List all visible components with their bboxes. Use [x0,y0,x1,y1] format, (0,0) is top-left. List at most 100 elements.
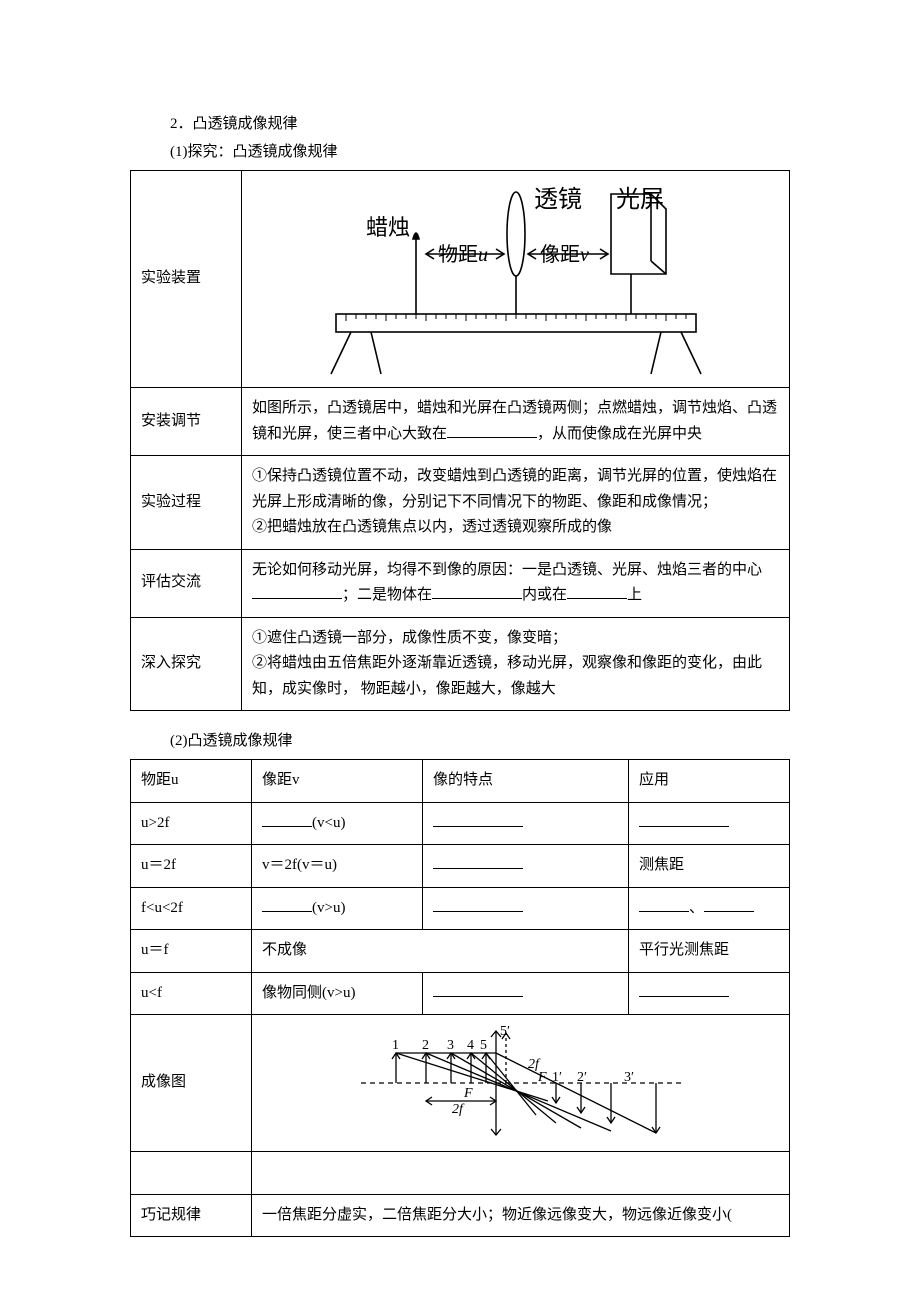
cell: (v>u) [252,887,423,930]
table-row: u>2f (v<u) [131,802,790,845]
svg-text:1′: 1′ [552,1070,562,1085]
screen-label: 光屏 [616,186,664,213]
fill-blank [262,811,312,827]
fill-blank [432,583,522,599]
table-row: u<f 像物同侧(v>u) [131,972,790,1015]
header-cell: 像距v [252,760,423,803]
table-row [131,1152,790,1195]
text: ①遮住凸透镜一部分，成像性质不变，像变暗； [252,630,567,646]
optical-bench-diagram: 蜡烛 透镜 光屏 物距u 像距v [296,179,736,379]
fill-blank [704,896,754,912]
cell [423,972,629,1015]
cell [131,1152,252,1195]
fill-blank [447,422,537,438]
fill-blank [433,981,523,997]
imaging-diagram: 1 2 3 4 5 5′ 2f F 1′ 2′ 3′ F 2f [356,1023,686,1143]
table-row: 巧记规律 一倍焦距分虚实，二倍焦距分大小；物近像远像变大，物远像近像变小( [131,1194,790,1237]
svg-text:1: 1 [392,1038,399,1053]
row-content: ①保持凸透镜位置不动，改变蜡烛到凸透镜的距离，调节光屏的位置，使烛焰在光屏上形成… [242,456,790,550]
fill-blank [252,583,342,599]
svg-text:5: 5 [480,1038,487,1053]
svg-text:F: F [537,1070,547,1085]
table-row: 深入探究 ①遮住凸透镜一部分，成像性质不变，像变暗； ②将蜡烛由五倍焦距外逐渐靠… [131,617,790,711]
cell: 、 [629,887,790,930]
text: ②把蜡烛放在凸透镜焦点以内，透过透镜观察所成的像 [252,519,612,535]
row-label: 实验过程 [131,456,242,550]
imaging-rules-table: 物距u 像距v 像的特点 应用 u>2f (v<u) u＝2f v＝2f(v＝u… [130,759,790,1237]
row-content: ①遮住凸透镜一部分，成像性质不变，像变暗； ②将蜡烛由五倍焦距外逐渐靠近透镜，移… [242,617,790,711]
cell [629,972,790,1015]
text: (v<u) [312,815,345,831]
table-row: f<u<2f (v>u) 、 [131,887,790,930]
lens-label: 透镜 [534,186,582,213]
subsection-2: (2)凸透镜成像规律 [170,729,790,753]
header-cell: 物距u [131,760,252,803]
apparatus-diagram-cell: 蜡烛 透镜 光屏 物距u 像距v [242,171,790,388]
v-label: 像距v [540,243,589,266]
table-row: u＝2f v＝2f(v＝u) 测焦距 [131,845,790,888]
cell: u＝2f [131,845,252,888]
cell [423,845,629,888]
imaging-diagram-cell: 1 2 3 4 5 5′ 2f F 1′ 2′ 3′ F 2f [252,1015,790,1152]
fill-blank [262,896,312,912]
fill-blank [567,583,627,599]
text: 无论如何移动光屏，均得不到像的原因：一是凸透镜、光屏、烛焰三者的中心 [252,562,762,578]
text: ，从而使像成在光屏中央 [537,426,702,442]
u-label: 物距u [438,243,488,266]
text: ②将蜡烛由五倍焦距外逐渐靠近透镜，移动光屏，观察像和像距的变化，由此知，成实像时… [252,655,762,697]
row-label: 实验装置 [131,171,242,388]
row-label: 巧记规律 [131,1194,252,1237]
cell: 测焦距 [629,845,790,888]
cell: v＝2f(v＝u) [252,845,423,888]
svg-text:3: 3 [447,1038,454,1053]
svg-text:2: 2 [422,1038,429,1053]
experiment-table: 实验装置 [130,170,790,711]
cell [423,802,629,845]
table-row: 成像图 [131,1015,790,1152]
cell: f<u<2f [131,887,252,930]
section-number: 2．凸透镜成像规律 [170,112,790,136]
cell [629,802,790,845]
fill-blank [639,981,729,997]
cell: 像物同侧(v>u) [252,972,423,1015]
cell: 平行光测焦距 [629,930,790,973]
row-label: 深入探究 [131,617,242,711]
cell: u<f [131,972,252,1015]
row-label: 安装调节 [131,388,242,456]
svg-text:5′: 5′ [500,1024,510,1039]
cell: u＝f [131,930,252,973]
table-row: u＝f 不成像 平行光测焦距 [131,930,790,973]
fill-blank [433,896,523,912]
svg-text:3′: 3′ [624,1070,634,1085]
fill-blank [433,853,523,869]
cell: 不成像 [252,930,629,973]
cell: u>2f [131,802,252,845]
svg-text:F: F [463,1086,473,1101]
row-content: 无论如何移动光屏，均得不到像的原因：一是凸透镜、光屏、烛焰三者的中心 ；二是物体在… [242,549,790,617]
svg-text:2f: 2f [452,1102,465,1117]
svg-text:2′: 2′ [577,1070,587,1085]
table-row: 物距u 像距v 像的特点 应用 [131,760,790,803]
candle-label: 蜡烛 [366,215,410,240]
text: ；二是物体在 [342,587,432,603]
cell [423,887,629,930]
cell: (v<u) [252,802,423,845]
row-label: 评估交流 [131,549,242,617]
table-row: 实验装置 [131,171,790,388]
svg-text:4: 4 [467,1038,474,1053]
cell [252,1152,790,1195]
text: ①保持凸透镜位置不动，改变蜡烛到凸透镜的距离，调节光屏的位置，使烛焰在光屏上形成… [252,468,777,510]
fill-blank [433,811,523,827]
row-content: 如图所示，凸透镜居中，蜡烛和光屏在凸透镜两侧；点燃蜡烛，调节烛焰、凸透镜和光屏，… [242,388,790,456]
row-label: 成像图 [131,1015,252,1152]
text: (v>u) [312,900,345,916]
table-row: 实验过程 ①保持凸透镜位置不动，改变蜡烛到凸透镜的距离，调节光屏的位置，使烛焰在… [131,456,790,550]
table-row: 评估交流 无论如何移动光屏，均得不到像的原因：一是凸透镜、光屏、烛焰三者的中心 ；… [131,549,790,617]
header-cell: 像的特点 [423,760,629,803]
header-cell: 应用 [629,760,790,803]
subsection-1: (1)探究：凸透镜成像规律 [170,140,790,164]
text: 上 [627,587,642,603]
table-row: 安装调节 如图所示，凸透镜居中，蜡烛和光屏在凸透镜两侧；点燃蜡烛，调节烛焰、凸透… [131,388,790,456]
text: 内或在 [522,587,567,603]
mnemonic-text: 一倍焦距分虚实，二倍焦距分大小；物近像远像变大，物远像近像变小( [252,1194,790,1237]
